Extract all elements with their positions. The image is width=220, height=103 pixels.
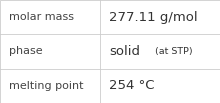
Text: 277.11 g/mol: 277.11 g/mol <box>109 11 198 24</box>
Text: 254 °C: 254 °C <box>109 79 154 92</box>
Text: (at STP): (at STP) <box>152 47 193 56</box>
Text: solid: solid <box>109 45 140 58</box>
Text: melting point: melting point <box>9 81 83 91</box>
Text: molar mass: molar mass <box>9 12 74 22</box>
Text: phase: phase <box>9 46 42 57</box>
